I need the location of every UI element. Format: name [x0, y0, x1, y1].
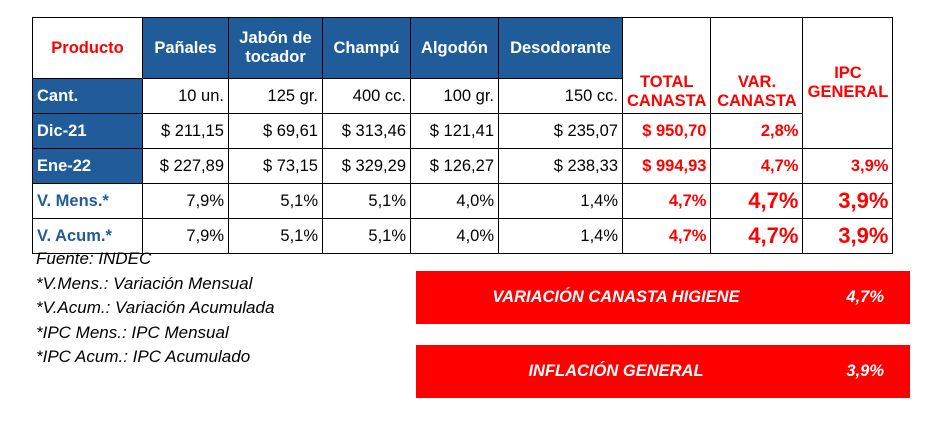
- label-ene: Ene-22: [32, 148, 143, 184]
- ene-algodon: $ 126,27: [410, 148, 499, 184]
- cant-desodorante: 150 cc.: [498, 78, 623, 114]
- vmens-panales: 7,9%: [142, 183, 229, 219]
- label-dic: Dic-21: [32, 113, 143, 149]
- row-vmens: V. Mens.* 7,9% 5,1% 5,1% 4,0% 1,4% 4,7% …: [32, 183, 894, 219]
- banner-inflacion-general: INFLACIÓN GENERAL 3,9%: [416, 345, 910, 398]
- row-cant: Cant. 10 un. 125 gr. 400 cc. 100 gr. 150…: [32, 78, 893, 114]
- label-vmens: V. Mens.*: [32, 183, 143, 219]
- ene-champu: $ 329,29: [322, 148, 411, 184]
- ene-desodorante: $ 238,33: [498, 148, 623, 184]
- banner-canasta-label: VARIACIÓN CANASTA HIGIENE: [492, 288, 740, 306]
- note-vmens: *V.Mens.: Variación Mensual: [36, 273, 253, 293]
- vacum-champu: 5,1%: [322, 218, 411, 254]
- vmens-ipc: 3,9%: [802, 183, 894, 219]
- header-algodon: Algodón: [410, 17, 499, 79]
- vacum-jabon: 5,1%: [228, 218, 323, 254]
- dic-panales: $ 211,15: [142, 113, 229, 149]
- cant-algodon: 100 gr.: [410, 78, 499, 114]
- vmens-var: 4,7%: [710, 183, 804, 219]
- header-panales: Pañales: [142, 17, 229, 79]
- banner-canasta-value: 4,7%: [846, 288, 884, 306]
- vmens-jabon: 5,1%: [228, 183, 323, 219]
- vmens-algodon: 4,0%: [410, 183, 499, 219]
- vacum-algodon: 4,0%: [410, 218, 499, 254]
- vmens-total: 4,7%: [621, 183, 712, 219]
- vacum-panales: 7,9%: [142, 218, 229, 254]
- vacum-desodorante: 1,4%: [498, 218, 623, 254]
- dic-var: 2,8%: [710, 113, 804, 149]
- header-desodorante: Desodorante: [498, 17, 623, 79]
- header-champu: Champú: [322, 17, 411, 79]
- vmens-desodorante: 1,4%: [498, 183, 623, 219]
- vacum-ipc: 3,9%: [802, 218, 894, 254]
- vacum-total: 4,7%: [621, 218, 712, 254]
- row-vacum: V. Acum.* 7,9% 5,1% 5,1% 4,0% 1,4% 4,7% …: [32, 218, 894, 254]
- header-row: Producto Pañales Jabón de tocador Champú…: [32, 17, 894, 149]
- label-cant: Cant.: [32, 78, 143, 114]
- ene-ipc: 3,9%: [802, 148, 894, 184]
- cant-panales: 10 un.: [142, 78, 229, 114]
- dic-total: $ 950,70: [621, 113, 712, 149]
- footnotes: Fuente: INDEC *V.Mens.: Variación Mensua…: [36, 247, 274, 370]
- cant-champu: 400 cc.: [322, 78, 411, 114]
- dic-desodorante: $ 235,07: [498, 113, 623, 149]
- vmens-champu: 5,1%: [322, 183, 411, 219]
- banner-inflacion-label: INFLACIÓN GENERAL: [528, 362, 704, 380]
- dic-champu: $ 313,46: [322, 113, 411, 149]
- cant-jabon: 125 gr.: [228, 78, 323, 114]
- note-fuente: Fuente: INDEC: [36, 249, 152, 268]
- banner-inflacion-value: 3,9%: [846, 362, 884, 380]
- label-vacum: V. Acum.*: [32, 218, 143, 254]
- vacum-var: 4,7%: [710, 218, 804, 254]
- header-var: VAR. CANASTA: [710, 17, 804, 114]
- header-jabon: Jabón de tocador: [228, 17, 323, 79]
- note-ipc-mens: *IPC Mens.: IPC Mensual: [36, 322, 229, 342]
- row-ene: Ene-22 $ 227,89 $ 73,15 $ 329,29 $ 126,2…: [32, 148, 894, 184]
- header-ipc: IPC GENERAL: [802, 17, 894, 149]
- note-ipc-acum: *IPC Acum.: IPC Acumulado: [36, 347, 251, 366]
- price-table: Producto Pañales Jabón de tocador Champú…: [32, 17, 894, 254]
- banner-canasta-higiene: VARIACIÓN CANASTA HIGIENE 4,7%: [416, 271, 910, 324]
- dic-jabon: $ 69,61: [228, 113, 323, 149]
- header-total: TOTAL CANASTA: [621, 17, 712, 114]
- ene-total: $ 994,93: [621, 148, 712, 184]
- ene-jabon: $ 73,15: [228, 148, 323, 184]
- row-dic: Dic-21 $ 211,15 $ 69,61 $ 313,46 $ 121,4…: [32, 113, 893, 149]
- header-producto: Producto: [32, 17, 143, 79]
- ene-var: 4,7%: [710, 148, 804, 184]
- dic-algodon: $ 121,41: [410, 113, 499, 149]
- note-vacum: *V.Acum.: Variación Acumulada: [36, 298, 275, 317]
- ene-panales: $ 227,89: [142, 148, 229, 184]
